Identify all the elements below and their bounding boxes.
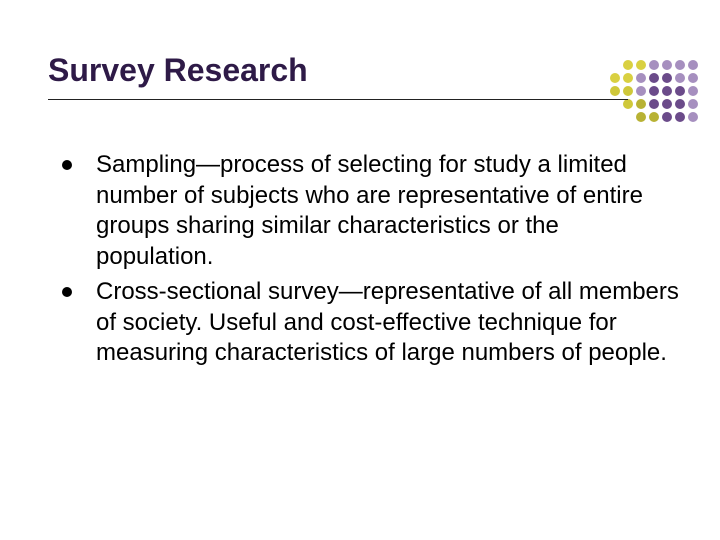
slide-title: Survey Research (48, 52, 580, 95)
title-block: Survey Research (48, 52, 580, 100)
bullet-item: Cross-sectional survey—representative of… (60, 277, 680, 369)
decor-dot (649, 86, 659, 96)
slide: Survey Research Sampling—process of sele… (0, 0, 720, 540)
decor-row (610, 112, 698, 125)
decor-row (610, 99, 698, 112)
decor-dot (636, 99, 646, 109)
decor-dot (623, 99, 633, 109)
decor-dot (662, 86, 672, 96)
decor-dot (649, 73, 659, 83)
decor-row (610, 86, 698, 99)
decor-row (610, 73, 698, 86)
decor-dot (623, 73, 633, 83)
decor-dot (675, 86, 685, 96)
decor-dot (610, 73, 620, 83)
decor-dot (688, 112, 698, 122)
title-underline (48, 99, 628, 100)
decor-row (610, 60, 698, 73)
decor-dot (649, 99, 659, 109)
decor-dot (662, 99, 672, 109)
decor-dot (662, 112, 672, 122)
decor-dot (675, 73, 685, 83)
bullet-list: Sampling—process of selecting for study … (60, 150, 680, 369)
decor-dot (636, 86, 646, 96)
decor-dot (636, 60, 646, 70)
corner-decor (610, 60, 698, 125)
decor-dot (636, 112, 646, 122)
decor-dot (688, 86, 698, 96)
body-area: Sampling—process of selecting for study … (60, 150, 680, 373)
bullet-item: Sampling—process of selecting for study … (60, 150, 680, 273)
decor-dot (675, 112, 685, 122)
decor-dot (688, 73, 698, 83)
decor-dot (610, 86, 620, 96)
decor-dot (688, 60, 698, 70)
decor-dot (675, 99, 685, 109)
decor-dot (662, 60, 672, 70)
decor-dot (662, 73, 672, 83)
decor-dot (636, 73, 646, 83)
decor-dot (623, 60, 633, 70)
decor-dot (649, 112, 659, 122)
decor-dot (649, 60, 659, 70)
decor-dot (688, 99, 698, 109)
decor-dot (675, 60, 685, 70)
decor-dot (623, 86, 633, 96)
